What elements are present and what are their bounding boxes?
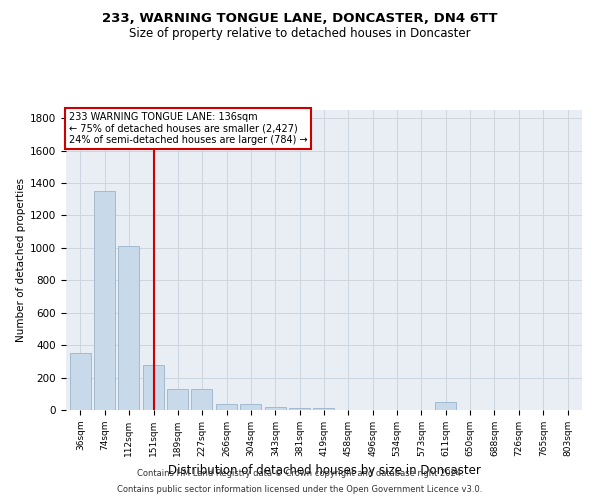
- Bar: [70, 353, 91, 410]
- Y-axis label: Number of detached properties: Number of detached properties: [16, 178, 26, 342]
- Bar: [313, 408, 334, 410]
- Text: Contains HM Land Registry data © Crown copyright and database right 2024.: Contains HM Land Registry data © Crown c…: [137, 468, 463, 477]
- Text: 233 WARNING TONGUE LANE: 136sqm
← 75% of detached houses are smaller (2,427)
24%: 233 WARNING TONGUE LANE: 136sqm ← 75% of…: [68, 112, 307, 144]
- Text: 233, WARNING TONGUE LANE, DONCASTER, DN4 6TT: 233, WARNING TONGUE LANE, DONCASTER, DN4…: [102, 12, 498, 26]
- Text: Size of property relative to detached houses in Doncaster: Size of property relative to detached ho…: [129, 28, 471, 40]
- Bar: [289, 408, 310, 410]
- Text: Contains public sector information licensed under the Open Government Licence v3: Contains public sector information licen…: [118, 485, 482, 494]
- X-axis label: Distribution of detached houses by size in Doncaster: Distribution of detached houses by size …: [167, 464, 481, 477]
- Bar: [118, 246, 139, 410]
- Bar: [265, 407, 286, 410]
- Bar: [240, 404, 261, 410]
- Bar: [191, 389, 212, 410]
- Bar: [167, 389, 188, 410]
- Bar: [143, 364, 164, 410]
- Bar: [216, 404, 237, 410]
- Bar: [94, 191, 115, 410]
- Bar: [435, 402, 456, 410]
